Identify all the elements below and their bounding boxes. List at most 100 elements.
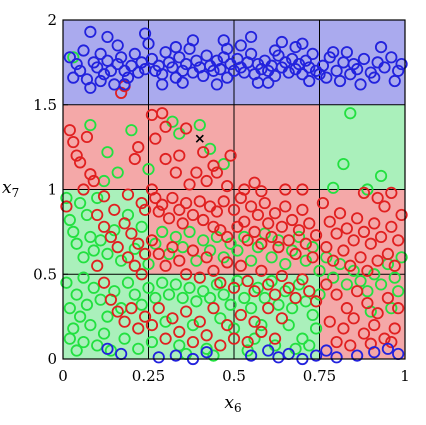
data-point-red [111,241,124,254]
data-point-blue [381,342,394,355]
data-point-green [67,51,80,64]
data-point-red [296,183,309,196]
test-point-marker [195,134,204,143]
data-point-red [381,291,394,305]
data-point-blue [296,68,309,81]
data-point-blue [200,346,213,359]
data-point-green [231,244,244,257]
data-point-blue [97,68,111,81]
data-point-red [241,335,254,349]
data-point-green [183,281,196,294]
x-axis-label: x6 [224,393,241,415]
data-point-green [251,241,265,254]
data-point-red [327,254,340,267]
data-point-red [121,188,135,201]
data-point-red [385,335,398,349]
data-point-red [238,215,251,228]
region-cell-green [319,104,405,190]
data-point-blue [333,74,347,88]
test-point-cross-stroke [195,134,204,143]
data-point-red [97,190,111,203]
data-point-red [385,220,398,233]
data-point-red [125,227,138,240]
data-point-blue [101,30,114,44]
data-point-blue [94,74,107,88]
data-point-blue [111,39,124,52]
data-point-blue [176,76,189,89]
region-cell-red [234,104,320,190]
data-point-red [166,312,179,325]
data-point-green [296,332,309,345]
y-axis-ticks: 0 0.5 1 1.5 2 [33,11,68,368]
data-point-red [193,271,206,284]
data-point-red [169,166,182,179]
data-point-green [238,230,251,244]
data-point-red [166,241,179,254]
data-point-red [152,247,165,261]
data-point-green [299,254,312,267]
data-point-red [364,237,377,250]
data-point-blue [245,30,258,44]
data-point-red [354,251,367,264]
y-axis-label-subscript: 7 [12,186,20,200]
data-point-blue [234,39,247,52]
data-point-red [207,264,220,277]
data-point-green [128,288,141,301]
data-point-red [108,203,121,216]
data-point-blue [70,57,83,71]
data-point-red [248,225,261,238]
data-point-green [132,342,145,355]
data-point-blue [128,47,141,61]
data-point-red [173,254,186,267]
data-point-green [214,312,227,325]
data-point-blue [368,71,381,84]
data-point-red [200,174,213,188]
data-point-green [60,191,73,205]
data-point-blue [251,76,265,89]
data-point-red [245,200,258,213]
data-point-green [388,271,401,284]
data-point-red [255,325,268,338]
data-point-red [361,264,374,277]
data-point-red [200,251,213,264]
data-point-blue [320,71,333,84]
data-point-red [180,122,193,135]
data-point-blue [67,71,80,84]
data-point-red [388,259,401,272]
data-point-red [292,224,306,237]
data-point-green [142,163,155,176]
data-point-red [87,174,100,188]
data-point-red [156,107,169,120]
data-point-red [104,293,117,306]
data-point-red [268,288,282,301]
y-tick-label: 1.5 [33,96,57,114]
y-axis-label-main: x [2,178,12,198]
data-point-red [63,124,76,137]
data-point-red [121,251,135,264]
data-point-green [224,298,237,311]
data-point-green [74,196,87,210]
data-point-red [186,335,200,349]
data-point-green [84,318,97,332]
data-points [60,25,408,366]
data-point-green [183,225,196,238]
data-point-green [176,291,189,305]
data-point-red [224,149,237,162]
data-point-red [197,146,210,159]
data-point-green [63,332,76,345]
data-point-red [238,183,251,196]
data-point-red [378,200,391,213]
data-point-blue [378,61,391,74]
data-point-blue [351,63,364,76]
data-point-red [268,207,282,220]
x-tick-label: 0.25 [132,367,165,385]
data-point-green [392,285,405,298]
data-point-blue [169,349,182,362]
data-point-blue [296,37,309,50]
data-point-red [200,329,213,342]
data-point-red [272,241,285,254]
data-point-red [186,244,200,257]
data-point-red [282,281,295,294]
data-point-green [282,318,295,332]
y-axis-label: x7 [2,178,19,200]
